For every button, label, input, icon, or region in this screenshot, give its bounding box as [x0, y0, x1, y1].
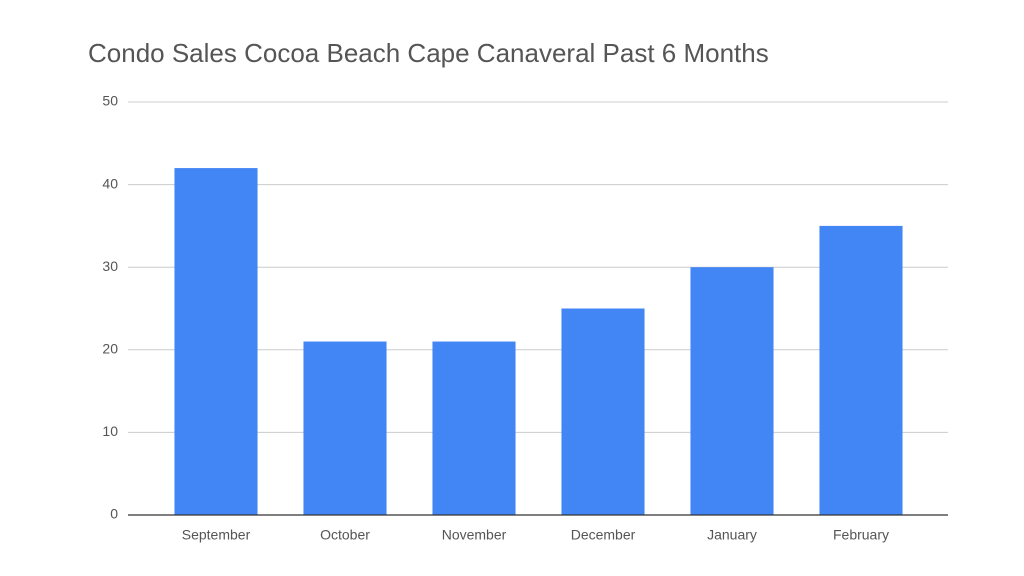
y-tick-label: 0	[110, 506, 118, 522]
y-tick-label: 40	[102, 175, 118, 191]
y-tick-label: 20	[102, 341, 118, 357]
x-tick-label: November	[442, 527, 507, 543]
bar	[690, 267, 774, 515]
y-tick-label: 50	[102, 93, 118, 109]
x-tick-label: February	[833, 527, 889, 543]
bar	[432, 341, 516, 515]
y-tick-label: 30	[102, 258, 118, 274]
chart-title: Condo Sales Cocoa Beach Cape Canaveral P…	[88, 38, 769, 68]
x-tick-label: January	[707, 527, 757, 543]
bar	[561, 308, 645, 515]
x-tick-label: December	[571, 527, 636, 543]
x-tick-label: October	[320, 527, 370, 543]
x-tick-label: September	[182, 527, 251, 543]
bar	[303, 341, 387, 515]
bar	[819, 225, 903, 515]
y-tick-label: 10	[102, 423, 118, 439]
bar	[174, 168, 258, 515]
